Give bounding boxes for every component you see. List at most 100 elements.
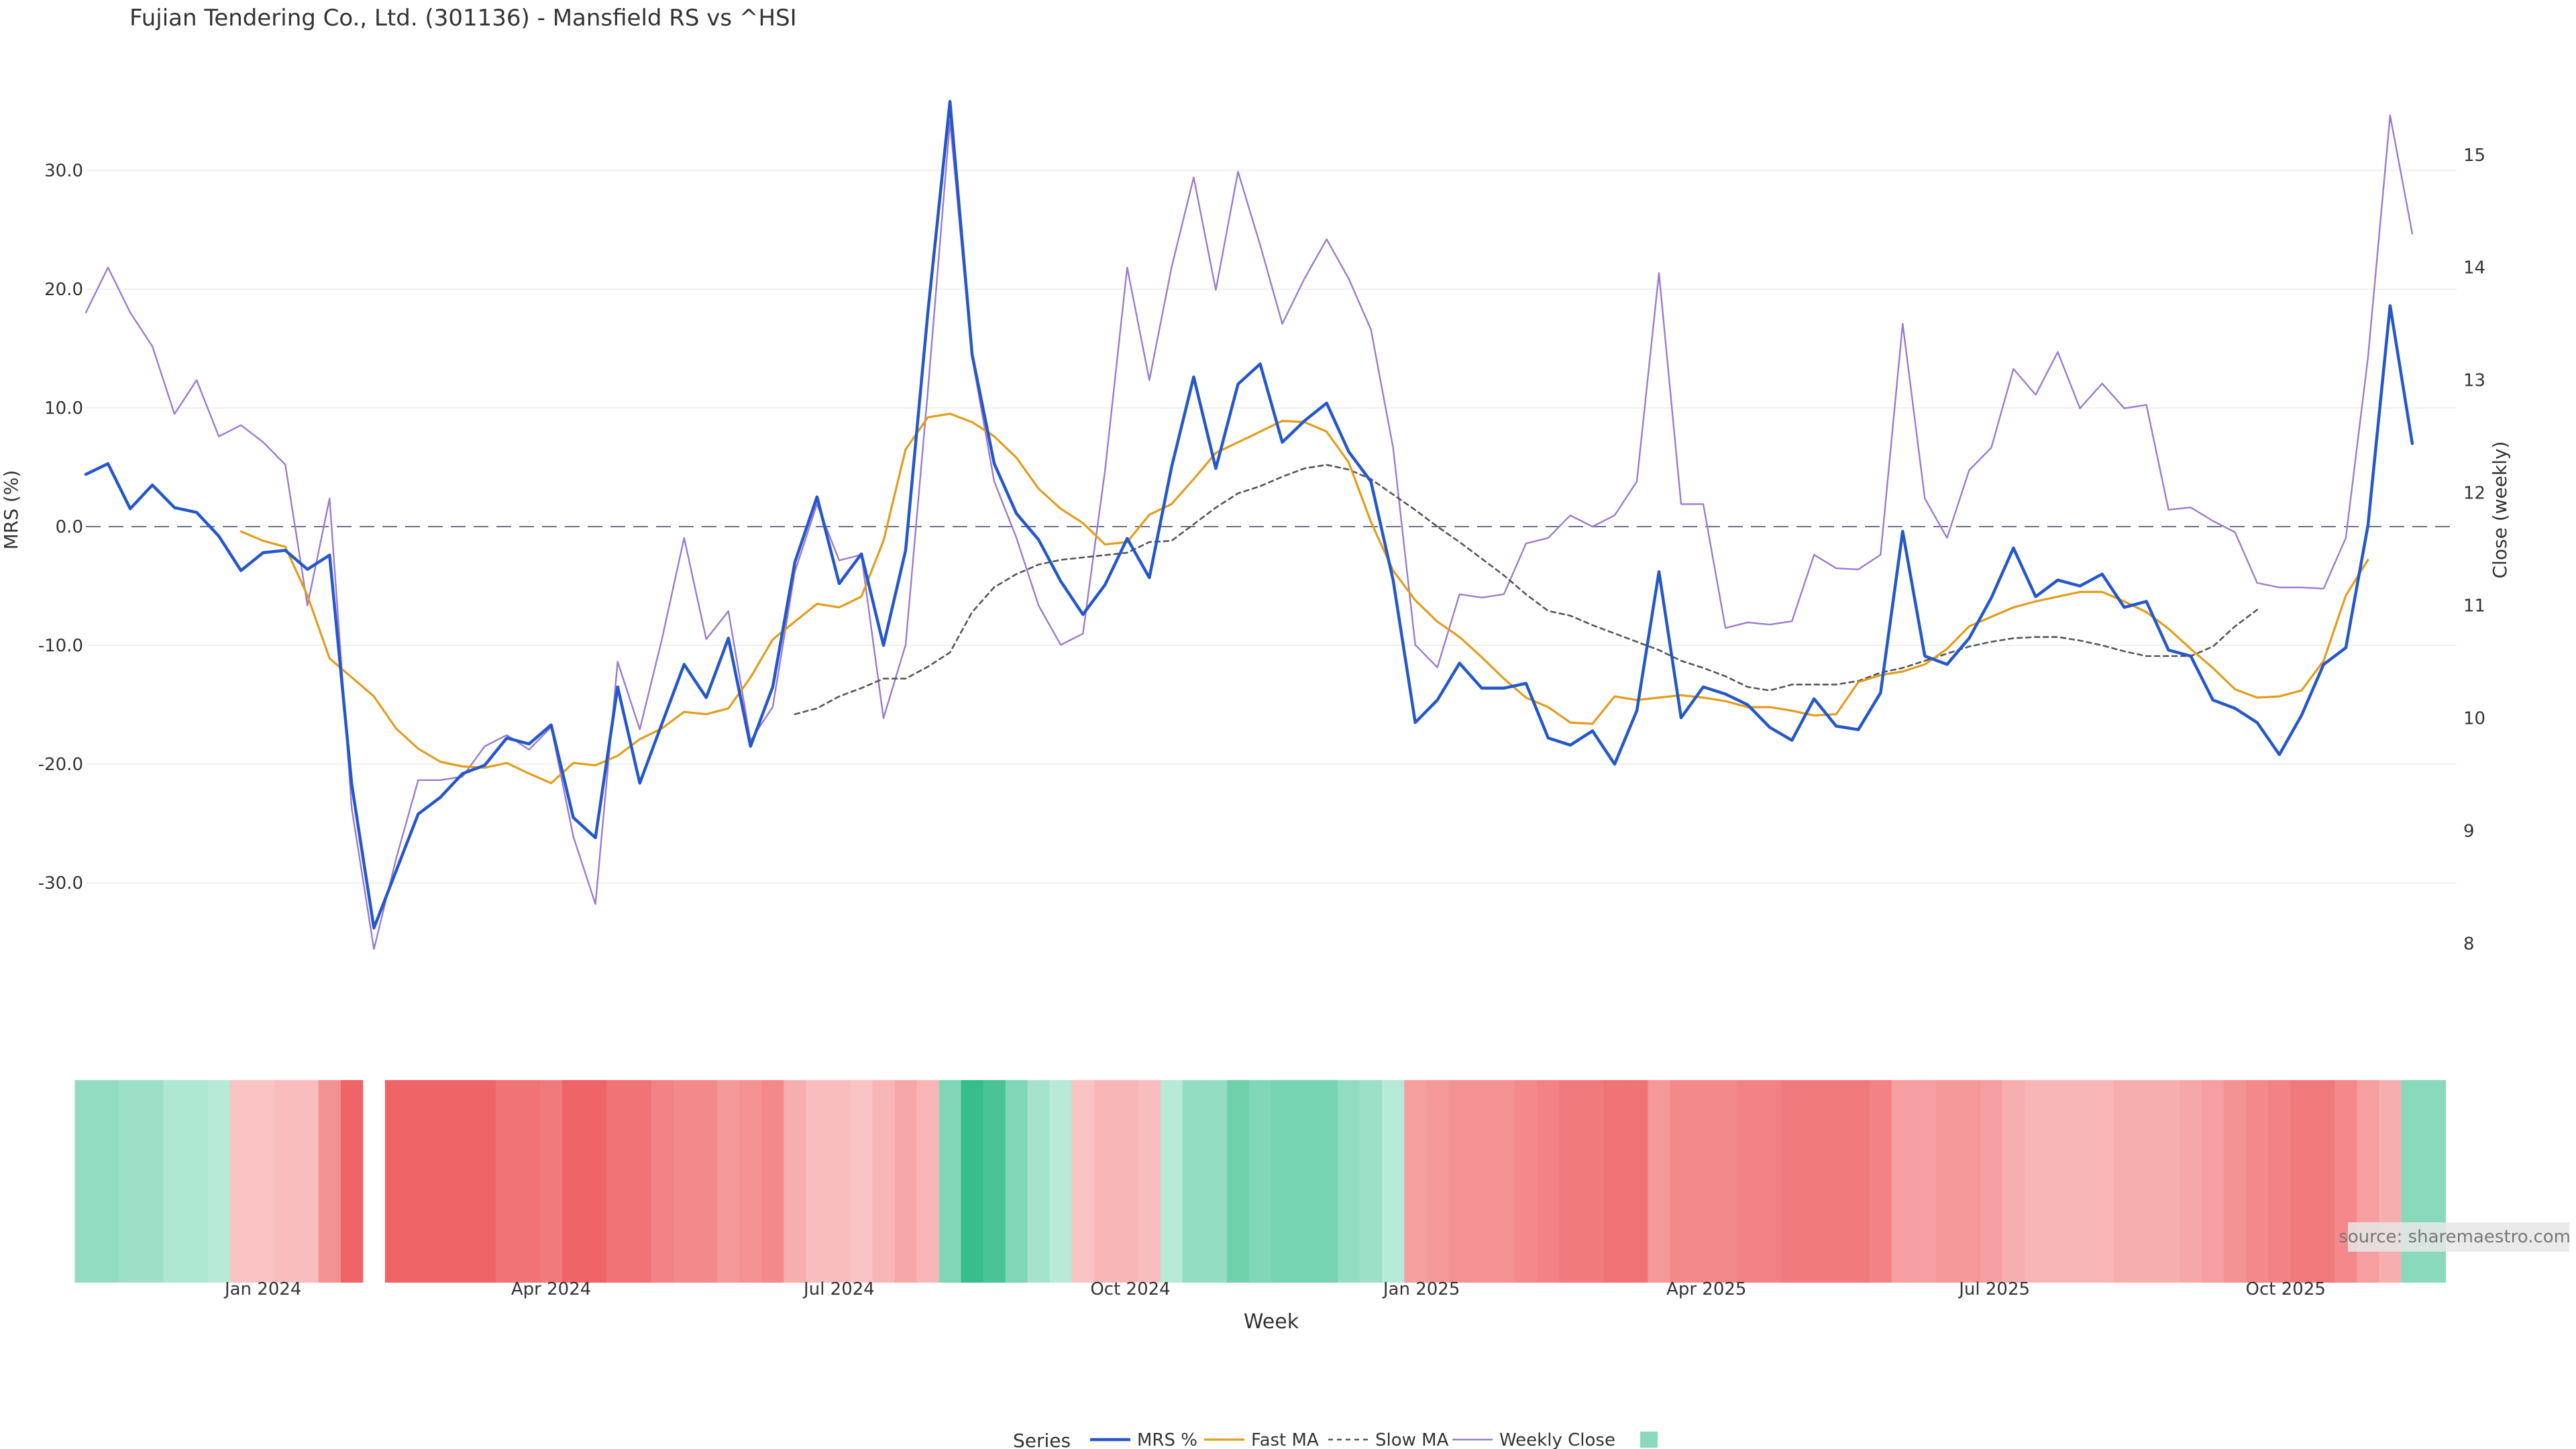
heatmap-cell [2334,1080,2357,1283]
heatmap-cell [2157,1080,2180,1283]
axis-layer: 30.0 20.0 10.0 0.0 -10.0 -20.0 -30.0 15 14 13 12 11… [38,146,2485,1299]
heatmap-cell [1692,1080,1715,1283]
heatmap-cell [629,1080,651,1283]
y-tick-label-right: 9 [2463,821,2475,841]
heatmap-layer [74,1080,2447,1283]
heatmap-cell [119,1080,142,1283]
heatmap-cell [1338,1080,1360,1283]
heatmap-cell [1515,1080,1538,1283]
heatmap-cell [384,1080,408,1283]
heatmap-cell [983,1080,1006,1283]
heatmap-cell [1382,1080,1405,1283]
heatmap-cell [828,1080,851,1283]
y-tick-label-right: 14 [2463,258,2485,278]
heatmap-cell [185,1080,209,1283]
heatmap-cell [717,1080,740,1283]
heatmap-cell [1736,1080,1760,1283]
heatmap-cell [1360,1080,1383,1283]
heatmap-cell [2379,1080,2402,1283]
heatmap-cell [2180,1080,2202,1283]
heatmap-cell [1670,1080,1693,1283]
y-tick-label-right: 8 [2463,934,2475,954]
y-tick-label-left: 30.0 [44,161,83,181]
heatmap-cell [1625,1080,1648,1283]
heatmap-cell [2113,1080,2136,1283]
heatmap-cell [1559,1080,1582,1283]
heatmap-cell [1426,1080,1449,1283]
heatmap-cell [872,1080,896,1283]
heatmap-cell [584,1080,607,1283]
heatmap-cell [1226,1080,1250,1283]
heatmap-cell [252,1080,275,1283]
heatmap-cell [562,1080,585,1283]
heatmap-cell [673,1080,696,1283]
heatmap-cell [74,1080,98,1283]
x-tick-label: Oct 2025 [2246,1279,2326,1299]
heatmap-cell [739,1080,762,1283]
heatmap-cell [2202,1080,2224,1283]
heatmap-cell [229,1080,253,1283]
heatmap-cell [296,1080,319,1283]
legend-swatch-heatmap [1640,1432,1658,1448]
heatmap-cell [1293,1080,1316,1283]
heatmap-cell [1758,1080,1782,1283]
y-tick-label-right: 13 [2463,371,2485,391]
heatmap-cell [2091,1080,2114,1283]
x-tick-label: Oct 2024 [1090,1279,1170,1299]
legend-title: Series [1013,1430,1071,1449]
legend-label-slow-ma: Slow MA [1375,1430,1449,1449]
heatmap-cell [2224,1080,2247,1283]
heatmap-cell [2025,1080,2047,1283]
x-tick-label: Apr 2024 [511,1279,591,1299]
heatmap-cell [1780,1080,1804,1283]
y-tick-label-left: 20.0 [44,280,83,300]
heatmap-cell [1603,1080,1626,1283]
heatmap-cell [163,1080,186,1283]
heatmap-cell [1869,1080,1892,1283]
chart-title: Fujian Tendering Co., Ltd. (301136) - Ma… [129,5,797,32]
heatmap-cell [1803,1080,1826,1283]
source-watermark: source: sharemaestro.com [2339,1222,2571,1252]
heatmap-cell [274,1080,297,1283]
heatmap-cell [2069,1080,2092,1283]
heatmap-cell [2401,1080,2424,1283]
heatmap-cell [540,1080,563,1283]
heatmap-cell [1957,1080,1981,1283]
heatmap-cell [451,1080,474,1283]
heatmap-cell [1448,1080,1471,1283]
y-tick-label-left: -30.0 [38,873,83,894]
y-tick-label-left: -10.0 [38,636,83,656]
heatmap-cell [1049,1080,1073,1283]
heatmap-cell [2290,1080,2313,1283]
heatmap-cell [1093,1080,1117,1283]
series-line-mrs [84,99,2414,930]
heatmap-cell [916,1080,940,1283]
heatmap-cell [1891,1080,1915,1283]
heatmap-cell [961,1080,984,1283]
x-tick-label: Jul 2024 [802,1279,875,1299]
heatmap-cell [518,1080,541,1283]
x-axis-label: Week [1244,1310,1299,1334]
source-background [2348,1222,2569,1252]
heatmap-cell [761,1080,784,1283]
heatmap-cell [1980,1080,2003,1283]
x-tick-label: Jan 2024 [223,1279,302,1299]
heatmap-cell [1182,1080,1205,1283]
heatmap-cell [2002,1080,2025,1283]
heatmap-cell [695,1080,718,1283]
heatmap-cell [850,1080,873,1283]
heatmap-cell [1204,1080,1228,1283]
y-tick-label-right: 11 [2463,596,2485,616]
heatmap-cell [2268,1080,2291,1283]
heatmap-cell [1027,1080,1051,1283]
heatmap-cell [1005,1080,1028,1283]
legend-label-fast-ma: Fast MA [1251,1430,1319,1449]
y-tick-label-left: -20.0 [38,755,83,775]
heatmap-cell [207,1080,231,1283]
y-tick-label-right: 15 [2463,146,2485,166]
heatmap-cell [1404,1080,1427,1283]
heatmap-cell [1714,1080,1737,1283]
heatmap-cell [606,1080,629,1283]
y-tick-label-left: 0.0 [56,517,83,537]
